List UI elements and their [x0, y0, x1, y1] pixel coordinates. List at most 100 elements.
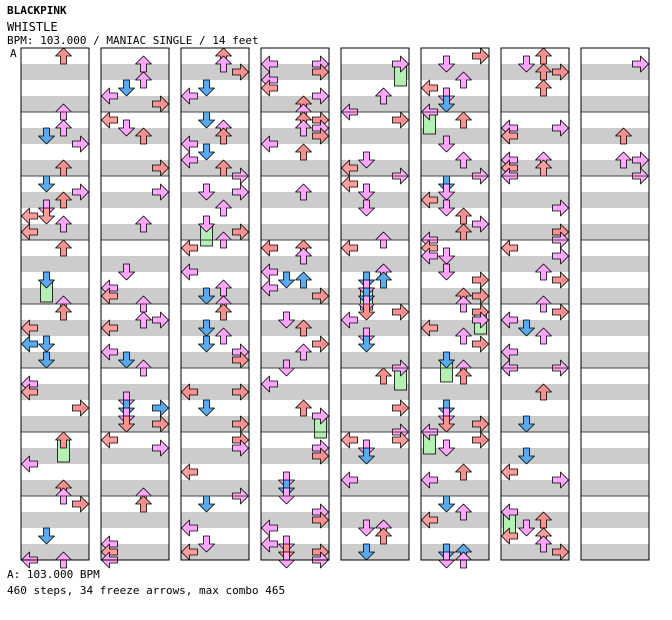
step-arrow [392, 431, 409, 449]
chart-column-border [260, 47, 330, 561]
beat-band [421, 512, 489, 528]
beat-band [21, 288, 89, 304]
step-arrow [198, 215, 215, 233]
step-arrow [472, 335, 489, 353]
beat-band [101, 288, 169, 304]
step-arrow [455, 327, 472, 345]
step-arrow [438, 135, 455, 153]
beat-band [101, 224, 169, 240]
step-arrow [421, 247, 438, 265]
beat-band [181, 96, 249, 112]
step-arrow [55, 191, 72, 209]
step-arrow [198, 495, 215, 513]
step-arrow [438, 351, 455, 369]
beat-band [341, 352, 409, 368]
beat-band [261, 128, 329, 144]
beat-band [501, 320, 569, 336]
step-arrow [55, 431, 72, 449]
beat-band [261, 224, 329, 240]
beat-band [261, 480, 329, 496]
step-arrow [295, 271, 312, 289]
beat-band [21, 96, 89, 112]
step-arrow [358, 543, 375, 561]
beat-band [501, 448, 569, 464]
beat-band [101, 512, 169, 528]
arrow-layer [21, 47, 649, 569]
step-arrow [535, 263, 552, 281]
beat-band [341, 480, 409, 496]
step-arrow [535, 327, 552, 345]
step-arrow [181, 87, 198, 105]
beat-band [341, 288, 409, 304]
beat-band [341, 192, 409, 208]
step-arrow [118, 415, 135, 433]
step-arrow [552, 303, 569, 321]
beat-band [341, 544, 409, 560]
beat-band [581, 256, 649, 272]
beat-band [21, 320, 89, 336]
beat-band [501, 64, 569, 80]
step-arrow [21, 335, 38, 353]
artist-name: BLACKPINK [7, 4, 67, 17]
chart-column-border [420, 47, 490, 561]
step-arrow [261, 239, 278, 257]
beat-band [181, 416, 249, 432]
beat-band [181, 64, 249, 80]
beat-band [421, 320, 489, 336]
beat-band [341, 512, 409, 528]
step-arrow [21, 455, 38, 473]
bands-layer [21, 64, 649, 560]
step-arrow [472, 311, 489, 329]
step-arrow [55, 47, 72, 65]
step-arrow [295, 143, 312, 161]
beat-band [261, 512, 329, 528]
step-arrow [55, 119, 72, 137]
beat-band [341, 320, 409, 336]
step-arrow [501, 127, 518, 145]
step-arrow [312, 407, 329, 425]
beat-band [421, 160, 489, 176]
step-arrow [101, 111, 118, 129]
beat-band [21, 352, 89, 368]
beat-band [581, 192, 649, 208]
step-arrow [118, 79, 135, 97]
beat-band [341, 384, 409, 400]
step-arrow [38, 127, 55, 145]
step-arrow [101, 343, 118, 361]
beat-band [421, 288, 489, 304]
step-arrow [455, 71, 472, 89]
beat-band [501, 352, 569, 368]
step-arrow [101, 431, 118, 449]
step-arrow [295, 399, 312, 417]
beat-band [501, 480, 569, 496]
beat-band [501, 96, 569, 112]
beat-band [21, 384, 89, 400]
step-arrow [181, 383, 198, 401]
step-arrow [198, 79, 215, 97]
step-arrow [198, 287, 215, 305]
step-arrow [152, 183, 169, 201]
step-arrow [72, 495, 89, 513]
step-arrow [501, 463, 518, 481]
step-arrow [392, 399, 409, 417]
beat-band [581, 224, 649, 240]
beat-band [341, 416, 409, 432]
step-arrow [38, 527, 55, 545]
step-arrow [198, 535, 215, 553]
step-arrow [455, 463, 472, 481]
step-arrow [198, 111, 215, 129]
step-arrow [232, 439, 249, 457]
beat-band [181, 192, 249, 208]
beat-band [501, 288, 569, 304]
beat-band [101, 448, 169, 464]
song-title: WHISTLE [7, 20, 58, 34]
step-arrow [535, 535, 552, 553]
beat-band [581, 384, 649, 400]
step-arrow [181, 543, 198, 561]
step-arrow [312, 447, 329, 465]
step-arrow [181, 463, 198, 481]
beat-band [581, 480, 649, 496]
step-arrow [501, 527, 518, 545]
step-arrow [312, 511, 329, 529]
step-arrow [438, 95, 455, 113]
